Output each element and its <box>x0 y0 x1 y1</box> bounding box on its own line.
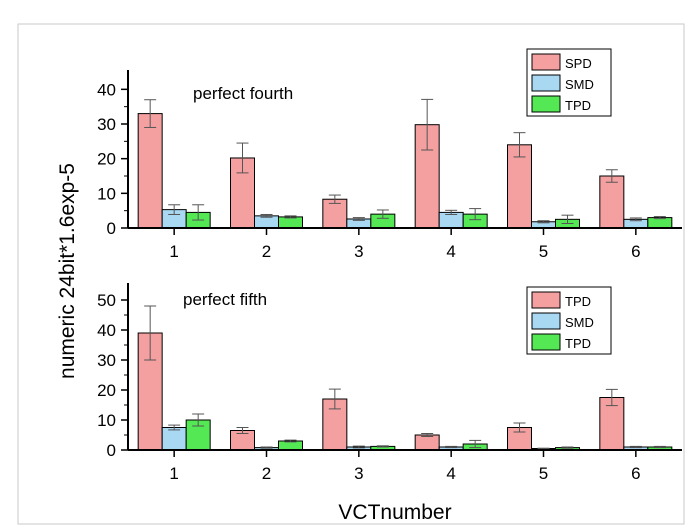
legend-label-bottom-1: TPD <box>565 294 591 309</box>
x-tick-label-bottom-2: 2 <box>262 464 271 483</box>
panel-title-bottom: perfect fifth <box>183 290 267 309</box>
legend-label-top-1: SPD <box>565 56 592 71</box>
x-tick-label-bottom-4: 4 <box>446 464 455 483</box>
x-axis-title: VCTnumber <box>338 501 451 524</box>
bar-top-s3-c2 <box>278 216 303 229</box>
panel-title-top: perfect fourth <box>193 84 293 103</box>
y-tick-label-top-0: 0 <box>107 219 116 238</box>
bar-top-s1-c1 <box>137 113 163 229</box>
legend-label-top-3: TPD <box>565 98 591 113</box>
y-tick-label-bottom-40: 40 <box>97 321 116 340</box>
y-tick-label-top-40: 40 <box>97 80 116 99</box>
y-tick-label-top-10: 10 <box>97 184 116 203</box>
x-tick-label-bottom-3: 3 <box>354 464 363 483</box>
x-tick-label-top-4: 4 <box>446 242 455 261</box>
y-tick-label-bottom-30: 30 <box>97 351 116 370</box>
x-tick-label-top-6: 6 <box>631 242 640 261</box>
legend-label-top-2: SMD <box>565 77 594 92</box>
y-tick-label-top-30: 30 <box>97 115 116 134</box>
x-tick-label-bottom-1: 1 <box>169 464 178 483</box>
bar-top-s3-c6 <box>647 217 673 229</box>
figure-frame <box>17 23 685 525</box>
bar-bottom-s2-c1 <box>161 427 187 451</box>
legend-swatch-top-3 <box>531 95 561 113</box>
bar-bottom-s1-c4 <box>414 434 440 451</box>
panel-top: 0 10 20 30 40 1 2 3 4 5 6 SPD SMD TPD <box>97 48 682 261</box>
legend-swatch-bottom-1 <box>531 291 561 309</box>
legend-swatch-top-1 <box>531 53 561 71</box>
y-tick-label-bottom-0: 0 <box>107 441 116 460</box>
legend-swatch-top-2 <box>531 74 561 92</box>
x-tick-label-top-2: 2 <box>262 242 271 261</box>
bar-top-s1-c6 <box>599 175 625 229</box>
x-tick-label-bottom-6: 6 <box>631 464 640 483</box>
legend-swatch-bottom-3 <box>531 333 561 351</box>
y-axis-title: numeric 24bit*1.6exp-5 <box>56 163 79 379</box>
bar-top-s1-c3 <box>322 198 348 229</box>
x-tick-label-top-3: 3 <box>354 242 363 261</box>
y-tick-label-top-20: 20 <box>97 150 116 169</box>
legend-label-bottom-3: TPD <box>565 336 591 351</box>
y-tick-label-bottom-20: 20 <box>97 381 116 400</box>
x-tick-label-top-1: 1 <box>169 242 178 261</box>
y-tick-label-bottom-50: 50 <box>97 291 116 310</box>
x-tick-label-bottom-5: 5 <box>539 464 548 483</box>
legend-swatch-bottom-2 <box>531 312 561 330</box>
x-tick-label-top-5: 5 <box>539 242 548 261</box>
legend-label-bottom-2: SMD <box>565 315 594 330</box>
y-tick-label-bottom-10: 10 <box>97 411 116 430</box>
panel-bottom: 0 10 20 30 40 50 1 2 3 4 5 6 TPD SMD TPD <box>97 283 682 483</box>
